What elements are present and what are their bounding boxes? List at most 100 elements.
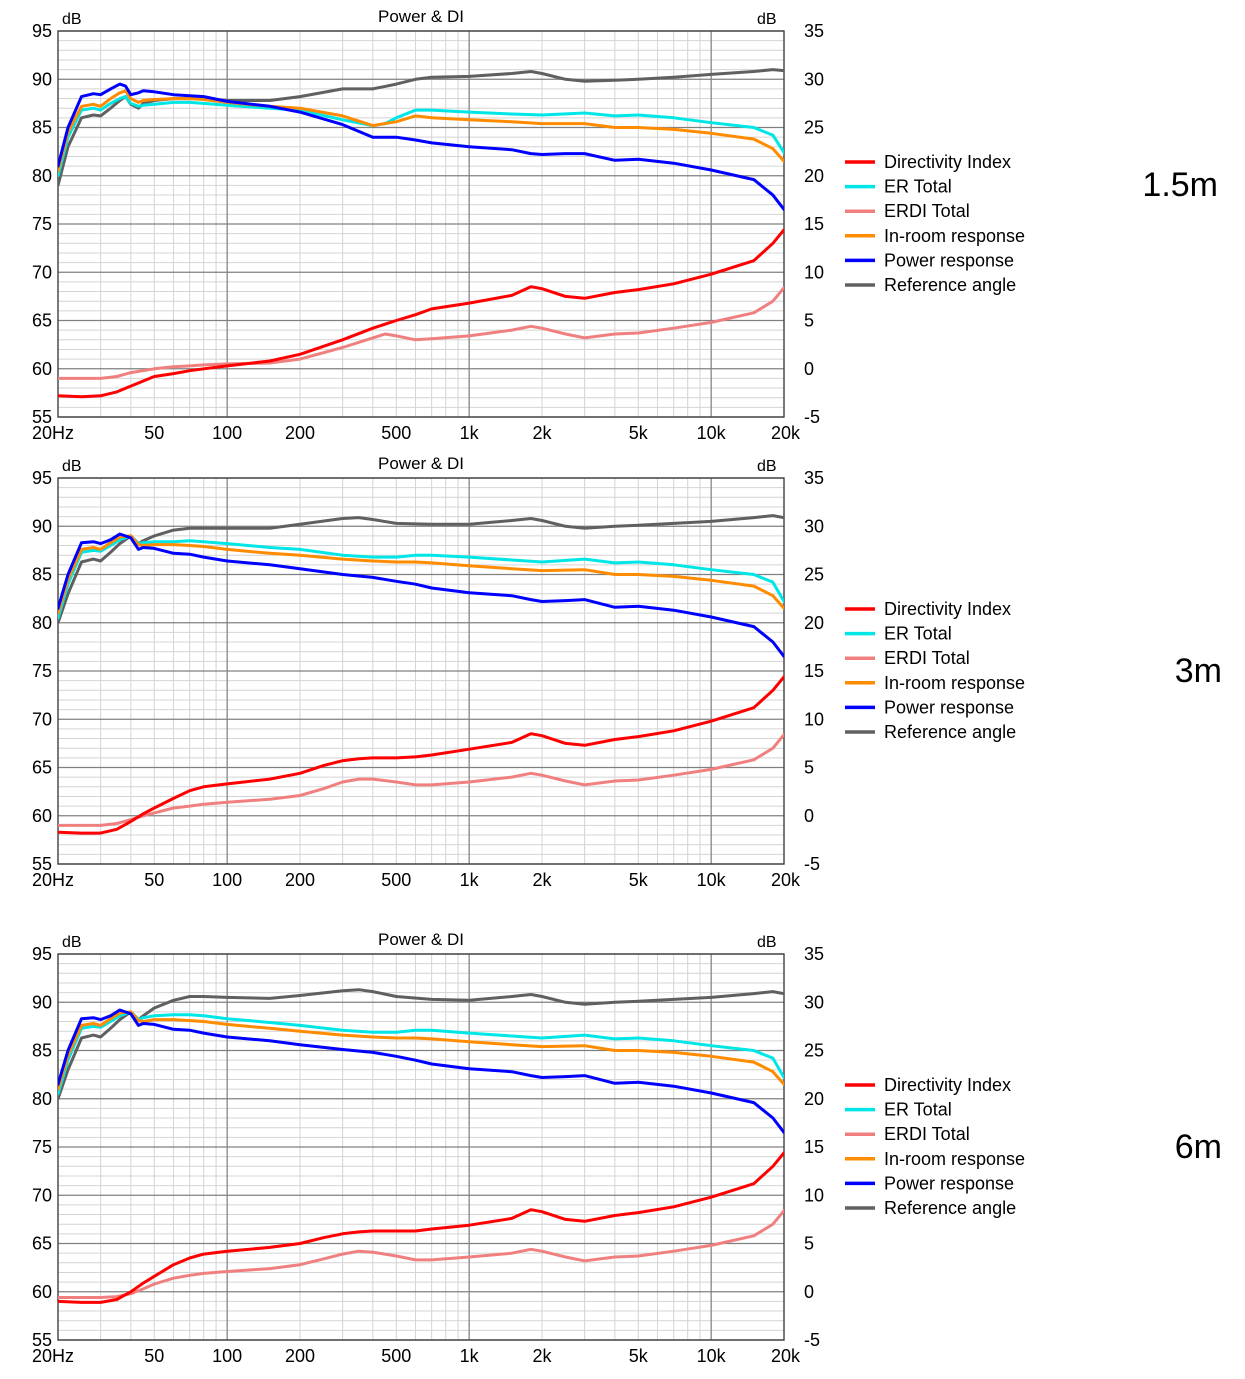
y-tick-right: 25 [804,1041,824,1061]
x-tick-label: 5k [629,870,649,890]
y-tick-right: 35 [804,21,824,41]
series-line-directivity-index [58,1151,784,1304]
series-line-power-response [58,1008,784,1134]
legend-label-directivity-index: Directivity Index [884,1075,1011,1095]
legend-label-er-total: ER Total [884,177,952,197]
y-tick-left: 65 [32,311,52,331]
y-tick-right: 10 [804,709,824,729]
y-tick-left: 95 [32,21,52,41]
x-tick-label: 50 [144,1346,164,1366]
x-tick-label: 20k [771,423,801,443]
series-line-er-total [58,534,784,620]
legend-label-erdi-total: ERDI Total [884,1124,970,1144]
y-tick-left: 55 [32,1330,52,1350]
x-tick-label: 200 [285,423,315,443]
x-tick-label: 200 [285,1346,315,1366]
y-tick-right: 20 [804,613,824,633]
distance-label-1-5m: 1.5m [1142,166,1218,204]
x-tick-label: 100 [212,1346,242,1366]
series-line-reference-angle [58,68,784,187]
y-tick-left: 55 [32,407,52,427]
series-line-er-total [58,1010,784,1096]
y-tick-right: -5 [804,854,820,874]
y-axis-label-right: dB [757,934,777,951]
y-tick-left: 70 [32,709,52,729]
y-tick-right: 15 [804,214,824,234]
legend-label-er-total: ER Total [884,1100,952,1120]
y-tick-right: 30 [804,992,824,1012]
series-line-reference-angle [58,988,784,1101]
x-tick-label: 500 [381,423,411,443]
legend-label-er-total: ER Total [884,624,952,644]
y-tick-right: 35 [804,944,824,964]
x-tick-label: 100 [212,423,242,443]
series-line-power-response [58,82,784,211]
x-tick-label: 10k [697,423,727,443]
plot-frame [57,953,785,1341]
plot-frame [57,30,785,418]
y-tick-left: 90 [32,516,52,536]
y-tick-right: 5 [804,1234,814,1254]
chart-title: Power & DI [378,454,464,473]
legend-label-in-room-response: In-room response [884,226,1025,246]
chart-panel-1: Power & DI dB dB 95 90 85 80 75 70 65 60 55 35 30 25 20… [32,7,1025,443]
legend-label-directivity-index: Directivity Index [884,152,1011,172]
y-tick-right: 0 [804,806,814,826]
x-tick-label: 500 [381,870,411,890]
y-axis-label-right: dB [757,11,777,28]
y-tick-right: -5 [804,1330,820,1350]
series-line-erdi-total [58,733,784,827]
y-tick-right: 30 [804,516,824,536]
y-tick-right: 0 [804,1282,814,1302]
x-tick-label: 10k [697,1346,727,1366]
x-tick-label: 20Hz [32,423,74,443]
series-line-reference-angle [58,514,784,625]
x-tick-label: 50 [144,423,164,443]
y-tick-right: 25 [804,565,824,585]
y-tick-left: 80 [32,613,52,633]
y-tick-right: 20 [804,166,824,186]
series-line-power-response [58,532,784,658]
y-tick-left: 60 [32,359,52,379]
y-axis-label-right: dB [757,458,777,475]
legend-label-reference-angle: Reference angle [884,722,1016,742]
chart-title: Power & DI [378,930,464,949]
legend-label-in-room-response: In-room response [884,1149,1025,1169]
x-tick-label: 100 [212,870,242,890]
x-tick-label: 20k [771,1346,801,1366]
y-tick-right: 5 [804,311,814,331]
y-tick-left: 75 [32,661,52,681]
y-tick-left: 75 [32,1137,52,1157]
series-line-in-room-response [58,534,784,615]
x-tick-label: 20Hz [32,1346,74,1366]
series-line-directivity-index [58,228,784,399]
y-tick-left: 65 [32,758,52,778]
y-tick-right: 10 [804,1185,824,1205]
legend-label-reference-angle: Reference angle [884,1198,1016,1218]
x-tick-label: 10k [697,870,727,890]
legend-label-in-room-response: In-room response [884,673,1025,693]
x-tick-label: 5k [629,1346,649,1366]
x-tick-label: 1k [460,423,480,443]
legend-label-erdi-total: ERDI Total [884,201,970,221]
x-tick-label: 200 [285,870,315,890]
y-tick-left: 60 [32,1282,52,1302]
series-line-erdi-total [58,1209,784,1299]
y-tick-left: 95 [32,468,52,488]
y-tick-left: 75 [32,214,52,234]
chart-panel-2: Power & DI dB dB 95 90 85 80 75 70 65 60 55 35 30 25 20… [32,454,1025,890]
series-line-directivity-index [58,675,784,835]
y-tick-right: 20 [804,1089,824,1109]
x-tick-label: 1k [460,1346,480,1366]
x-tick-label: 2k [532,870,552,890]
y-tick-left: 85 [32,565,52,585]
x-tick-label: 2k [532,1346,552,1366]
legend-label-erdi-total: ERDI Total [884,648,970,668]
y-axis-label-left: dB [62,458,82,475]
x-tick-label: 2k [532,423,552,443]
y-tick-left: 80 [32,166,52,186]
legend-label-reference-angle: Reference angle [884,275,1016,295]
series-line-erdi-total [58,286,784,380]
y-tick-left: 85 [32,118,52,138]
y-tick-right: -5 [804,407,820,427]
